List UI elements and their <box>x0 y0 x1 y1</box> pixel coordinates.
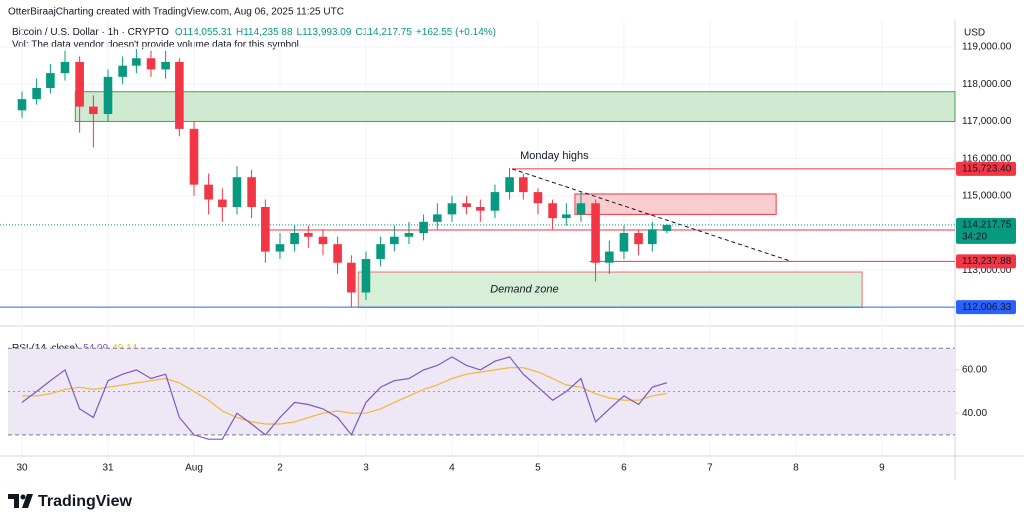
candle-body <box>175 61 184 129</box>
candle-body <box>519 177 528 193</box>
candle-body <box>404 233 414 237</box>
x-tick-label: 31 <box>102 463 114 474</box>
price-badge-label: 114,217.75 <box>962 220 1012 231</box>
candle-body <box>662 224 672 231</box>
candle-body <box>533 192 543 204</box>
price-badge-label: 115,723.40 <box>962 164 1012 175</box>
x-tick-label: Aug <box>185 463 203 474</box>
candle-body <box>132 58 141 66</box>
rsi-line <box>22 367 668 425</box>
zone <box>357 271 863 308</box>
candle-body <box>333 244 342 263</box>
annotation: Monday highs <box>520 150 589 162</box>
x-tick-label: 4 <box>449 463 455 474</box>
logo-dot <box>20 494 26 500</box>
candle-body <box>204 184 213 200</box>
candle-body <box>605 251 614 263</box>
candle-body <box>419 221 428 233</box>
ohlc: +162.55 (+0.14%) <box>416 27 496 38</box>
credit: OtterBiraajCharting created with Trading… <box>8 7 344 18</box>
candle-body <box>648 229 657 245</box>
ohlc: O114,055.31 <box>175 27 233 38</box>
candle-body <box>17 99 27 111</box>
vol-note: Vol: The data vendor doesn't provide vol… <box>12 40 302 51</box>
candle-body <box>634 233 643 245</box>
price-badge-label: 113,237.88 <box>962 256 1012 267</box>
x-tick-label: 2 <box>277 463 283 474</box>
x-tick-label: 8 <box>793 463 799 474</box>
candle-body <box>462 203 471 207</box>
candle-body <box>118 65 127 77</box>
candle-body <box>361 259 371 293</box>
x-tick-label: 3 <box>363 463 369 474</box>
candle-body <box>232 177 242 207</box>
x-tick-label: 6 <box>621 463 627 474</box>
legend-line: Bitcoin / U.S. Dollar · 1h · CRYPTO O114,… <box>12 27 496 38</box>
logo-icon <box>8 494 33 508</box>
candle-body <box>304 233 313 237</box>
zone <box>74 91 956 122</box>
candle-body <box>32 88 41 100</box>
y-tick-label: 115,000.00 <box>962 190 1012 201</box>
y-tick-label: 117,000.00 <box>962 116 1012 127</box>
candle-body <box>89 106 98 115</box>
candle-body <box>376 244 385 260</box>
candle-body <box>161 61 170 70</box>
y-tick-label: 40.00 <box>962 408 987 419</box>
rsi-line <box>21 356 668 440</box>
y-tick-label: 116,000.00 <box>962 153 1012 164</box>
candle-body <box>447 203 457 215</box>
price-badge <box>956 254 1016 269</box>
candle-body <box>46 73 55 88</box>
candle-body <box>548 203 557 219</box>
candle-body <box>189 128 199 185</box>
zone-label: Demand zone <box>490 284 559 296</box>
ohlc: C114,217.75 <box>355 27 412 38</box>
rsi-band <box>8 348 955 435</box>
candle-body <box>218 199 227 207</box>
ohlc: H114,235.88 <box>236 27 293 38</box>
logo-text: TradingView <box>38 493 133 510</box>
price-badge-label: 112,006.33 <box>962 302 1012 313</box>
candle-body <box>146 58 156 70</box>
price-badge <box>956 161 1016 176</box>
rsi-ma-value: 49.14 <box>112 343 137 354</box>
candle-body <box>562 214 571 219</box>
candle-body <box>75 61 84 107</box>
candle-body <box>60 61 70 74</box>
candle-body <box>591 203 600 263</box>
y-tick-label: 60.00 <box>962 365 987 376</box>
candle-body <box>490 192 500 211</box>
x-tick-label: 30 <box>16 463 28 474</box>
y-tick-label: 113,000.00 <box>962 265 1012 276</box>
candle-body <box>103 76 113 115</box>
zone <box>574 193 777 215</box>
candle-body <box>433 214 442 222</box>
countdown: 34:20 <box>962 232 987 243</box>
x-tick-label: 5 <box>535 463 541 474</box>
candle-body <box>275 244 285 252</box>
candle-body <box>261 206 270 252</box>
candle-body <box>476 206 485 211</box>
candle-body <box>505 177 514 193</box>
candle-body <box>290 233 299 245</box>
price-badge <box>956 217 1016 244</box>
y-tick-label: 118,000.00 <box>962 79 1012 90</box>
symbol: Bitcoin / U.S. Dollar · 1h · CRYPTO <box>12 27 169 38</box>
currency: USD <box>964 28 985 39</box>
logo: TradingView <box>8 493 133 510</box>
price-badge <box>956 300 1016 315</box>
candle-body <box>318 236 328 245</box>
candle-body <box>347 262 356 293</box>
candle-body <box>576 203 586 215</box>
x-tick-label: 7 <box>707 463 713 474</box>
ohlc: L113,993.09 <box>297 27 352 38</box>
candle-body <box>247 177 256 207</box>
y-tick-label: 119,000.00 <box>962 42 1012 53</box>
candle-body <box>619 233 629 252</box>
candle-body <box>390 236 399 245</box>
x-tick-label: 9 <box>879 463 885 474</box>
